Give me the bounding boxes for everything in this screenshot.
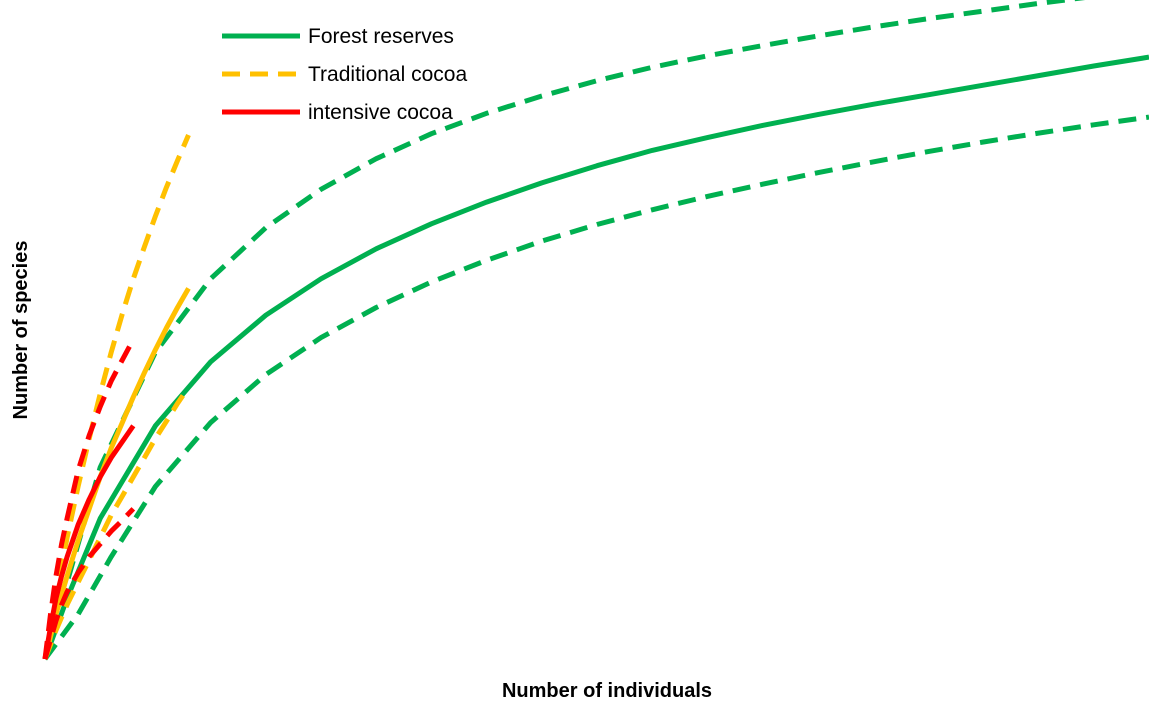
legend-item-traditional-cocoa: Traditional cocoa xyxy=(222,63,467,86)
series-intensive-cocoa-upper-ci-line xyxy=(42,338,136,660)
series-traditional-cocoa-upper-ci-line xyxy=(42,134,191,660)
legend-label-intensive-cocoa: intensive cocoa xyxy=(308,101,453,124)
x-axis-label: Number of individuals xyxy=(502,680,712,702)
legend-label-traditional-cocoa: Traditional cocoa xyxy=(308,63,467,86)
legend-item-forest-reserves: Forest reserves xyxy=(222,25,454,48)
series-forest-reserves-lower-ci-line xyxy=(42,114,1149,661)
series-traditional-cocoa-lower-ci-line xyxy=(42,385,191,660)
series-forest-reserves-upper-ci-line xyxy=(42,0,1086,660)
legend: Forest reserves Traditional cocoa intensiv… xyxy=(222,25,467,124)
y-axis-label: Number of species xyxy=(10,241,32,420)
series-layer xyxy=(42,0,1149,661)
series-forest-reserves-estimate-line xyxy=(42,54,1149,660)
series-intensive-cocoa-lower-ci-line xyxy=(42,507,136,660)
series-traditional-cocoa-estimate-line xyxy=(42,287,191,660)
series-intensive-cocoa-estimate-line xyxy=(42,424,136,660)
legend-label-forest-reserves: Forest reserves xyxy=(308,25,454,48)
legend-item-intensive-cocoa: intensive cocoa xyxy=(222,101,453,124)
